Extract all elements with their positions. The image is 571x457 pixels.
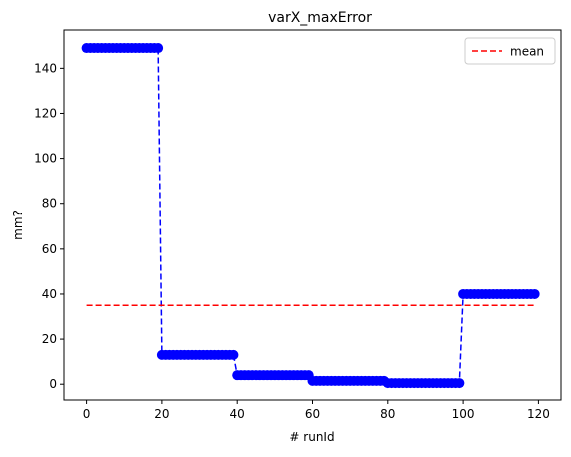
y-tick-label: 20	[42, 332, 57, 346]
chart-title: varX_maxError	[268, 10, 372, 26]
data-point	[153, 43, 163, 53]
legend: mean	[465, 38, 555, 64]
y-tick-label: 60	[42, 242, 57, 256]
x-tick-label: 100	[452, 407, 475, 421]
data-point	[228, 350, 238, 360]
x-tick-label: 40	[230, 407, 245, 421]
y-tick-label: 40	[42, 287, 57, 301]
y-tick-label: 120	[34, 106, 57, 120]
x-axis-label: # runId	[289, 430, 334, 444]
y-axis-label: mm?	[11, 210, 25, 240]
x-tick-label: 120	[527, 407, 550, 421]
x-tick-label: 0	[83, 407, 91, 421]
y-axis: 0 20 40 60 80 100 120 140	[34, 61, 64, 391]
legend-mean-label: mean	[510, 45, 544, 59]
data-point	[454, 378, 464, 388]
x-tick-label: 60	[305, 407, 320, 421]
y-tick-label: 140	[34, 61, 57, 75]
plot-area	[64, 30, 561, 400]
x-axis: 0 20 40 60 80 100 120	[83, 400, 550, 421]
y-tick-label: 80	[42, 197, 57, 211]
data-point	[530, 289, 540, 299]
y-tick-label: 0	[49, 377, 57, 391]
x-tick-label: 20	[154, 407, 169, 421]
y-tick-label: 100	[34, 152, 57, 166]
x-tick-label: 80	[380, 407, 395, 421]
